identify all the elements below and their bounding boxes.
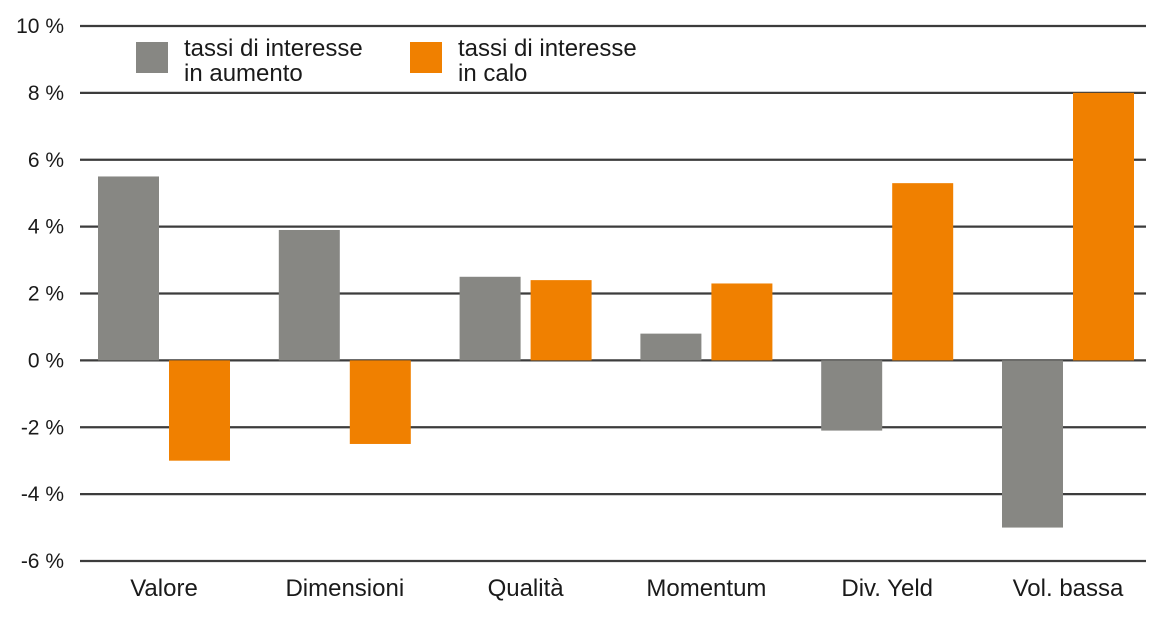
- y-tick-label: -2 %: [21, 416, 64, 439]
- x-category-label: Momentum: [646, 575, 766, 602]
- y-tick-label: 8 %: [28, 82, 64, 105]
- y-tick-label: 4 %: [28, 216, 64, 239]
- bar-falling-rates: [1073, 92, 1134, 361]
- y-tick-label: 0 %: [28, 349, 64, 372]
- y-axis-tick-labels: 10 % 8 % 6 % 4 % 2 % 0 % -2 % -4 % -6 %: [16, 15, 64, 573]
- legend-swatch: [410, 42, 442, 73]
- bar-rising-rates: [278, 229, 340, 361]
- legend-swatch: [136, 42, 168, 73]
- gridlines: [80, 24, 1146, 563]
- x-category-label: Dimensioni: [285, 575, 404, 602]
- bar-falling-rates: [711, 283, 773, 361]
- y-tick-label: -6 %: [21, 550, 64, 573]
- legend-label: tassi di interesse: [458, 35, 637, 62]
- bar-rising-rates: [459, 276, 521, 361]
- x-category-label: Valore: [130, 575, 198, 602]
- bar-falling-rates: [530, 280, 592, 361]
- bar-rising-rates: [1002, 360, 1063, 528]
- bars: [98, 92, 1134, 528]
- bar-rising-rates: [640, 333, 702, 361]
- y-tick-label: -4 %: [21, 483, 64, 506]
- x-category-label: Div. Yeld: [841, 575, 933, 602]
- y-tick-label: 2 %: [28, 283, 64, 306]
- bar-falling-rates: [349, 360, 411, 444]
- x-axis-category-labels: Valore Dimensioni Qualità Momentum Div. Yeld…: [130, 575, 1124, 602]
- bar-falling-rates: [892, 183, 954, 361]
- legend-label: in aumento: [184, 60, 303, 87]
- y-tick-label: 10 %: [16, 15, 64, 38]
- x-category-label: Qualità: [488, 575, 565, 602]
- y-tick-label: 6 %: [28, 149, 64, 172]
- bar-rising-rates: [821, 360, 883, 431]
- bar-falling-rates: [169, 360, 230, 461]
- bar-rising-rates: [98, 176, 159, 361]
- legend-label: in calo: [458, 60, 527, 87]
- legend-label: tassi di interesse: [184, 35, 363, 62]
- x-category-label: Vol. bassa: [1013, 575, 1124, 602]
